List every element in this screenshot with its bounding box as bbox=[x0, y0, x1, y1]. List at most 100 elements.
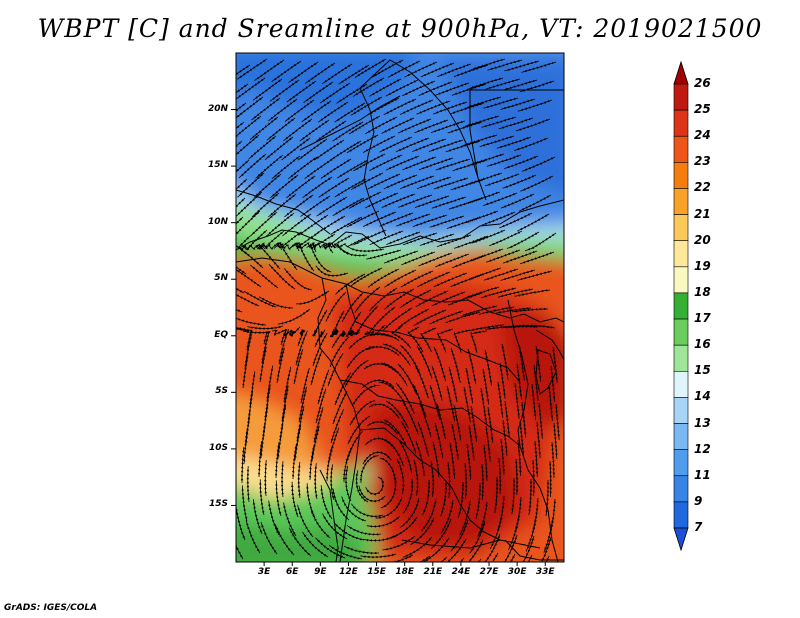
streamline bbox=[283, 326, 301, 338]
streamline bbox=[483, 444, 489, 481]
streamline bbox=[494, 476, 499, 513]
colorbar-swatch bbox=[673, 240, 689, 268]
streamline bbox=[533, 440, 539, 477]
streamline bbox=[236, 505, 246, 541]
colorbar bbox=[673, 60, 689, 552]
map-frame bbox=[235, 52, 565, 563]
streamline bbox=[517, 99, 553, 112]
streamline bbox=[260, 521, 278, 555]
colorbar-swatch bbox=[673, 449, 689, 477]
lat-tick-label: 10S bbox=[208, 442, 228, 453]
streamline bbox=[515, 118, 551, 132]
streamline bbox=[329, 464, 335, 501]
lon-tick-label: 12E bbox=[339, 567, 358, 577]
streamline bbox=[467, 348, 477, 385]
streamline bbox=[343, 545, 380, 555]
lon-tick-label: 24E bbox=[451, 567, 471, 577]
colorbar-swatch bbox=[673, 318, 689, 346]
streamline bbox=[447, 461, 451, 498]
streamline bbox=[468, 424, 475, 461]
streamlines bbox=[236, 58, 560, 562]
plot-title: WBPT [C] and Sreamline at 900hPa, VT: 20… bbox=[37, 14, 763, 43]
colorbar-level-label: 14 bbox=[694, 389, 711, 404]
streamline bbox=[330, 310, 345, 338]
streamline bbox=[484, 349, 492, 386]
streamline bbox=[431, 365, 443, 401]
streamline bbox=[497, 381, 504, 418]
streamline bbox=[516, 439, 522, 476]
colorbar-level-label: 18 bbox=[694, 284, 711, 299]
colorbar-level-label: 22 bbox=[694, 180, 711, 195]
lon-tick-label: 27E bbox=[479, 567, 499, 577]
streamline bbox=[259, 479, 265, 516]
colorbar-swatch bbox=[673, 162, 689, 189]
streamline bbox=[252, 499, 263, 535]
streamline bbox=[485, 425, 492, 462]
colorbar-level-label: 20 bbox=[694, 232, 711, 247]
streamline bbox=[400, 420, 417, 454]
streamline bbox=[482, 368, 490, 405]
streamline bbox=[514, 458, 519, 496]
colorbar-level-label: 15 bbox=[694, 363, 711, 378]
lon-tick-label: 21E bbox=[423, 567, 443, 577]
country-borders bbox=[236, 59, 564, 562]
colorbar-swatch bbox=[673, 423, 689, 450]
streamline bbox=[517, 270, 553, 281]
lat-tick-label: 15S bbox=[208, 499, 228, 510]
colorbar-swatch bbox=[673, 292, 689, 320]
streamline bbox=[518, 194, 552, 212]
streamline bbox=[520, 175, 554, 192]
streamline bbox=[236, 528, 244, 560]
streamline bbox=[470, 330, 488, 353]
streamline bbox=[514, 289, 551, 297]
streamline bbox=[466, 443, 472, 480]
streamline bbox=[547, 384, 554, 421]
streamline bbox=[504, 400, 510, 437]
lon-tick-label: 33E bbox=[535, 567, 555, 577]
colorbar-level-label: 21 bbox=[694, 206, 711, 221]
streamline bbox=[277, 308, 311, 325]
streamline bbox=[512, 307, 548, 313]
colorbar-swatch bbox=[673, 109, 689, 137]
streamline bbox=[437, 328, 454, 353]
streamline bbox=[294, 242, 315, 272]
streamline bbox=[241, 485, 248, 522]
colorbar-level-label: 7 bbox=[694, 520, 703, 534]
colorbar-level-label: 26 bbox=[694, 76, 711, 90]
streamline bbox=[517, 213, 550, 232]
streamline bbox=[245, 519, 261, 554]
streamline bbox=[420, 327, 437, 352]
streamline bbox=[259, 296, 294, 310]
colorbar-swatch bbox=[673, 370, 689, 398]
streamline bbox=[346, 525, 382, 536]
lon-tick-label: 30E bbox=[507, 567, 527, 577]
colorbar-level-label: 19 bbox=[694, 258, 711, 273]
colorbar-level-label: 25 bbox=[694, 102, 711, 117]
lat-tick-label: 5S bbox=[215, 386, 228, 397]
streamline bbox=[275, 524, 295, 556]
streamline bbox=[519, 324, 556, 329]
lon-tick-label: 15E bbox=[367, 567, 386, 577]
streamline bbox=[538, 536, 552, 562]
streamline bbox=[297, 462, 301, 499]
streamline bbox=[236, 317, 267, 327]
footer-credit: GrADS: IGES/COLA bbox=[4, 603, 98, 613]
streamline bbox=[290, 481, 299, 518]
streamline bbox=[334, 244, 368, 257]
colorbar-level-label: 11 bbox=[694, 467, 711, 482]
colorbar-swatch bbox=[673, 344, 689, 372]
lon-tick-label: 9E bbox=[314, 567, 327, 577]
streamline bbox=[398, 439, 413, 474]
colorbar-swatch bbox=[673, 188, 689, 215]
colorbar-swatch bbox=[673, 83, 689, 111]
streamline bbox=[499, 362, 506, 399]
streamline bbox=[458, 482, 465, 518]
streamline bbox=[463, 386, 471, 423]
streamline bbox=[520, 535, 535, 562]
colorbar-level-label: 13 bbox=[694, 415, 711, 430]
streamline bbox=[555, 403, 560, 440]
streamline bbox=[263, 459, 268, 497]
streamline bbox=[413, 459, 419, 496]
lon-ticks bbox=[263, 562, 546, 566]
streamline bbox=[242, 352, 249, 389]
